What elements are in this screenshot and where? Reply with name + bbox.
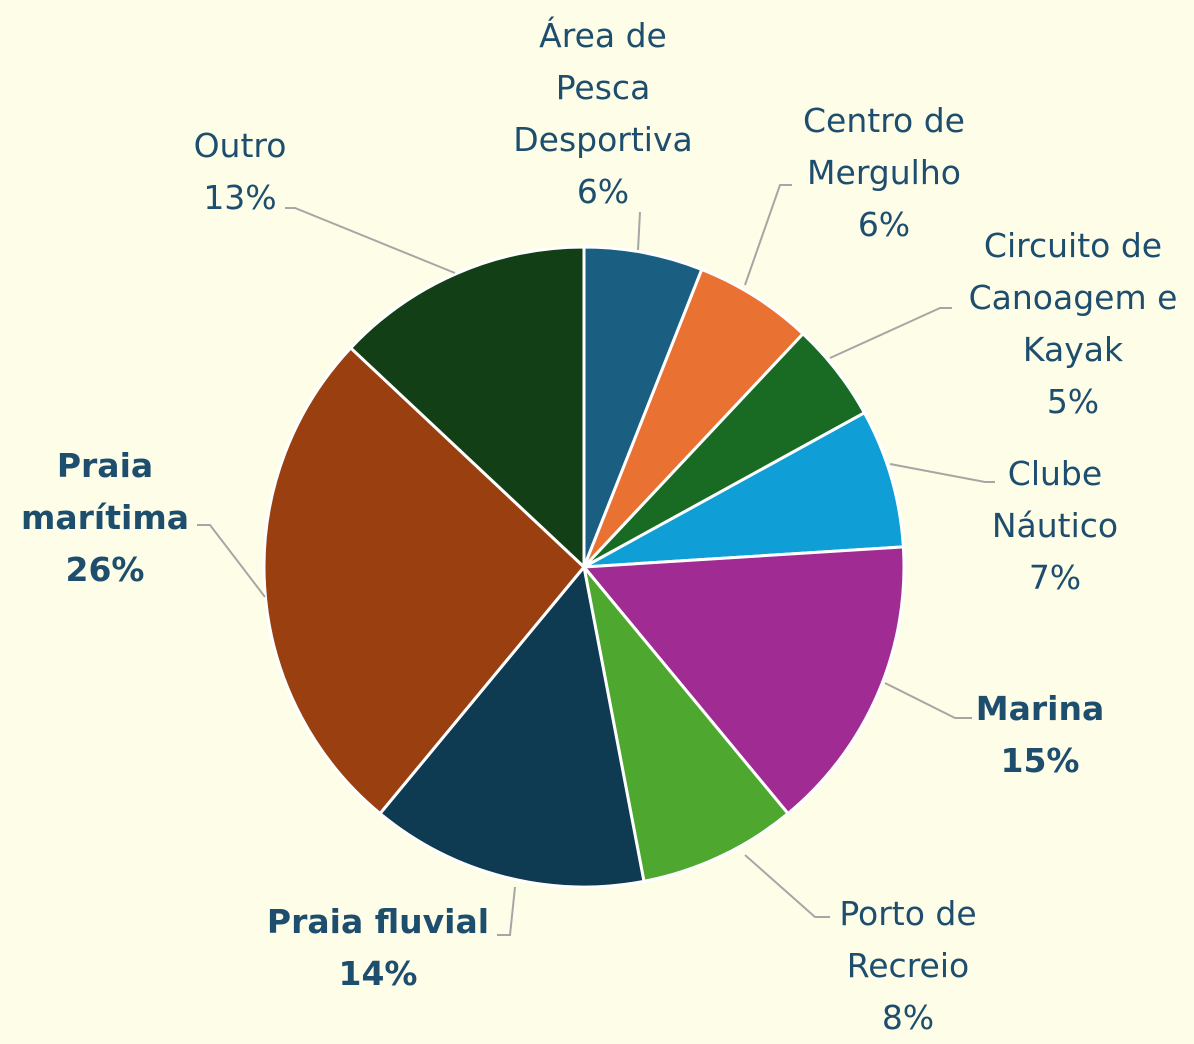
leader-line: [197, 524, 266, 598]
percent-label: 6%: [857, 205, 911, 244]
slice-label: Porto de Recreio 8%: [823, 888, 993, 1044]
category-name: Área de Pesca Desportiva: [513, 16, 693, 159]
category-name: Outro: [193, 126, 287, 165]
slice-label: Circuito de Canoagem e Kayak 5%: [953, 220, 1193, 428]
pie-slice: [582, 566, 791, 884]
slice-label: Área de Pesca Desportiva 6%: [498, 10, 708, 218]
percent-label: 26%: [65, 550, 145, 589]
pie-slice: [580, 545, 906, 816]
slice-label: Praia marítima 26%: [13, 440, 198, 596]
leader-line: [497, 886, 516, 936]
leader-line: [744, 184, 792, 286]
percent-label: 13%: [203, 178, 277, 217]
leader-line: [744, 854, 830, 918]
category-name: Clube Náutico: [991, 454, 1119, 545]
slice-label: Praia fluvial 14%: [248, 896, 508, 1000]
percent-label: 6%: [576, 172, 630, 211]
percent-label: 15%: [1000, 741, 1080, 780]
category-name: Circuito de Canoagem e Kayak: [968, 226, 1178, 369]
pie-slice: [582, 245, 704, 568]
category-name: Praia marítima: [21, 446, 189, 537]
percent-label: 8%: [881, 998, 935, 1037]
percent-label: 7%: [1028, 558, 1082, 597]
pie-slice: [377, 563, 646, 889]
leader-line: [889, 463, 995, 483]
category-name: Marina: [975, 689, 1105, 728]
slice-label: Marina 15%: [960, 683, 1120, 787]
pie-slice: [583, 410, 905, 569]
category-name: Centro de Mergulho: [803, 101, 965, 192]
category-name: Praia fluvial: [266, 902, 490, 941]
percent-label: 14%: [338, 954, 418, 993]
leader-line: [829, 307, 952, 359]
percent-label: 5%: [1046, 382, 1100, 421]
pie-slice: [348, 245, 586, 571]
category-name: Porto de Recreio: [839, 894, 977, 985]
leader-line: [285, 207, 456, 274]
slice-label: Clube Náutico 7%: [975, 448, 1135, 604]
leader-line: [884, 682, 972, 719]
leader-line: [637, 211, 641, 251]
slice-label: Outro 13%: [180, 120, 300, 224]
pie-slice: [262, 345, 587, 816]
slice-label: Centro de Mergulho 6%: [789, 95, 979, 251]
pie-slice: [582, 267, 806, 569]
